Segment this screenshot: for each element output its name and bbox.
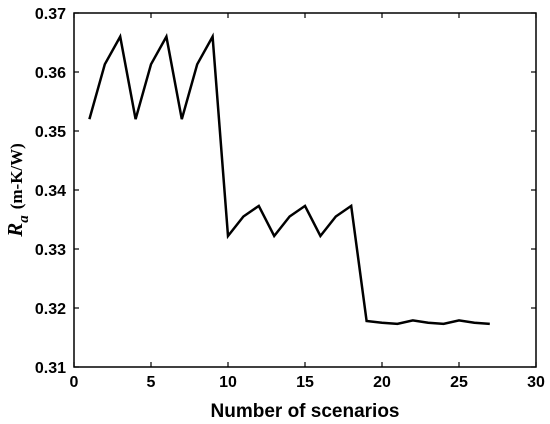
y-tick-label: 0.36 [35, 65, 66, 82]
y-axis-unit: (m-K/W) [7, 143, 26, 209]
y-tick-label: 0.32 [35, 301, 66, 318]
x-axis-label: Number of scenarios [211, 401, 400, 422]
x-tick-label: 5 [147, 374, 156, 391]
x-tick-label: 0 [70, 374, 79, 391]
x-tick-label: 15 [296, 374, 314, 391]
series-line [88, 32, 490, 326]
y-tick-label: 0.35 [35, 124, 66, 141]
y-tick-label: 0.33 [35, 242, 66, 259]
x-tick-label: 10 [219, 374, 237, 391]
x-axis-ticks: 0 5 10 15 20 25 30 [70, 13, 545, 391]
y-axis-symbol: R [3, 223, 27, 238]
x-tick-label: 25 [450, 374, 468, 391]
y-tick-label: 0.31 [35, 360, 66, 377]
y-axis-ticks: 0.31 0.32 0.33 0.34 0.35 0.36 0.37 [35, 6, 536, 377]
y-tick-label: 0.37 [35, 6, 66, 23]
y-tick-label: 0.34 [35, 183, 66, 200]
y-axis-subscript: a [16, 215, 32, 223]
x-tick-label: 20 [373, 374, 391, 391]
x-tick-label: 30 [527, 374, 545, 391]
plot-area [73, 12, 537, 368]
y-axis-label: Ra (m-K/W) [3, 143, 32, 238]
